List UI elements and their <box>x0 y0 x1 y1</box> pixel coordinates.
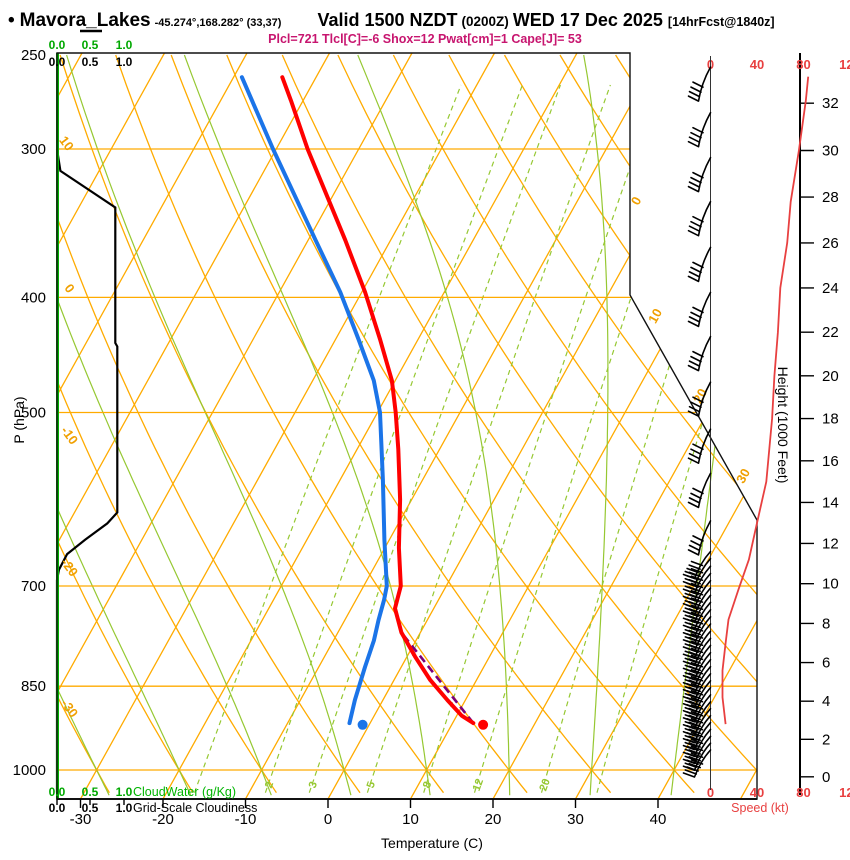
svg-text:Speed (kt): Speed (kt) <box>731 801 789 815</box>
svg-text:0: 0 <box>822 769 830 786</box>
forecast-tag: [14hrFcst@1840z] <box>667 15 775 29</box>
svg-text:0: 0 <box>707 785 714 800</box>
svg-text:-30: -30 <box>70 811 92 828</box>
svg-text:5: 5 <box>365 780 378 790</box>
svg-text:250: 250 <box>21 47 46 64</box>
svg-text:120: 120 <box>839 57 850 72</box>
svg-text:18: 18 <box>822 411 839 428</box>
svg-text:8: 8 <box>421 780 434 790</box>
mixing-ratio-lines <box>193 84 757 793</box>
dry-adiabat-lines <box>57 54 757 794</box>
svg-text:0.0: 0.0 <box>49 785 66 799</box>
svg-text:-20: -20 <box>152 811 174 828</box>
svg-text:2: 2 <box>822 731 830 748</box>
station-bullet: • <box>8 10 15 31</box>
svg-text:Grid-Scale Cloudiness: Grid-Scale Cloudiness <box>133 801 257 815</box>
svg-text:0.0: 0.0 <box>49 55 66 69</box>
svg-text:16: 16 <box>822 453 839 470</box>
svg-text:Height (1000 Feet): Height (1000 Feet) <box>775 367 791 484</box>
svg-text:40: 40 <box>750 57 764 72</box>
svg-text:26: 26 <box>822 235 839 252</box>
svg-text:0.5: 0.5 <box>82 801 99 815</box>
dewpoint-curve <box>239 75 389 726</box>
svg-text:20: 20 <box>822 368 839 385</box>
valid-time: Valid 1500 NZDT <box>317 10 458 30</box>
svg-text:700: 700 <box>21 578 46 595</box>
svg-text:20: 20 <box>690 386 710 406</box>
plot-border <box>56 52 758 800</box>
cloud-fraction-profile <box>55 148 119 793</box>
svg-text:1.0: 1.0 <box>116 55 133 69</box>
svg-text:14: 14 <box>822 494 839 511</box>
svg-text:20: 20 <box>485 811 502 828</box>
pressure-gridlines <box>57 148 757 771</box>
temperature-ticks <box>56 799 659 808</box>
surface-dewpoint-marker <box>357 719 368 730</box>
station-name: Mavora_Lakes <box>19 10 151 31</box>
svg-text:400: 400 <box>21 289 46 306</box>
svg-text:12: 12 <box>471 777 486 793</box>
surface-temperature-marker <box>478 719 489 730</box>
svg-text:0.0: 0.0 <box>49 38 66 52</box>
svg-text:40: 40 <box>650 811 667 828</box>
svg-text:0.5: 0.5 <box>82 38 99 52</box>
svg-text:1.0: 1.0 <box>116 801 133 815</box>
svg-text:8: 8 <box>822 615 830 632</box>
svg-text:32: 32 <box>822 95 839 112</box>
valid-zulu: (0200Z) <box>461 14 509 29</box>
station-coords: -45.274°,168.282° (33,37) <box>154 17 282 29</box>
svg-text:6: 6 <box>822 655 830 672</box>
svg-text:10: 10 <box>645 306 665 326</box>
svg-text:40: 40 <box>750 785 764 800</box>
svg-text:12: 12 <box>822 535 839 552</box>
svg-text:10: 10 <box>402 811 419 828</box>
parcel-path <box>400 631 475 724</box>
svg-text:4: 4 <box>822 693 830 710</box>
svg-text:120: 120 <box>839 785 850 800</box>
svg-text:500: 500 <box>21 405 46 422</box>
svg-text:24: 24 <box>822 280 839 297</box>
svg-text:300: 300 <box>21 141 46 158</box>
svg-text:-20: -20 <box>58 555 81 579</box>
svg-text:1000: 1000 <box>13 762 46 779</box>
svg-text:-10: -10 <box>58 423 81 447</box>
svg-text:20: 20 <box>537 777 552 793</box>
svg-text:0.5: 0.5 <box>82 785 99 799</box>
svg-text:Temperature (C): Temperature (C) <box>381 835 483 851</box>
isotherm-lines <box>57 53 757 799</box>
svg-text:P (hPa): P (hPa) <box>11 396 27 443</box>
height-ticks <box>800 102 814 778</box>
svg-text:0: 0 <box>61 281 77 296</box>
svg-text:0.5: 0.5 <box>82 55 99 69</box>
valid-date: WED 17 Dec 2025 <box>512 10 663 30</box>
svg-text:0: 0 <box>324 811 332 828</box>
svg-text:28: 28 <box>822 189 839 206</box>
svg-text:80: 80 <box>796 785 810 800</box>
sounding-indices: Plcl=721 Tlcl[C]=-6 Shox=12 Pwat[cm]=1 C… <box>268 32 582 46</box>
svg-text:80: 80 <box>796 57 810 72</box>
title-bar: • Mavora_Lakes -45.274°,168.282° (33,37)… <box>8 10 850 32</box>
svg-text:30: 30 <box>733 466 753 486</box>
svg-text:-30: -30 <box>58 696 81 720</box>
svg-text:3: 3 <box>307 780 320 790</box>
svg-text:2: 2 <box>263 780 276 790</box>
svg-text:1.0: 1.0 <box>116 38 133 52</box>
svg-text:10: 10 <box>56 133 77 154</box>
temperature-curve <box>280 75 476 726</box>
svg-text:CloudWater (g/Kg): CloudWater (g/Kg) <box>133 785 236 799</box>
svg-text:1.0: 1.0 <box>116 785 133 799</box>
wind-speed-profile <box>721 76 810 725</box>
wind-barbs <box>682 66 712 778</box>
svg-text:0.0: 0.0 <box>49 801 66 815</box>
svg-text:30: 30 <box>567 811 584 828</box>
svg-text:850: 850 <box>21 678 46 695</box>
svg-text:-10: -10 <box>235 811 257 828</box>
svg-text:10: 10 <box>822 576 839 593</box>
svg-text:22: 22 <box>822 324 839 341</box>
svg-text:30: 30 <box>822 143 839 160</box>
